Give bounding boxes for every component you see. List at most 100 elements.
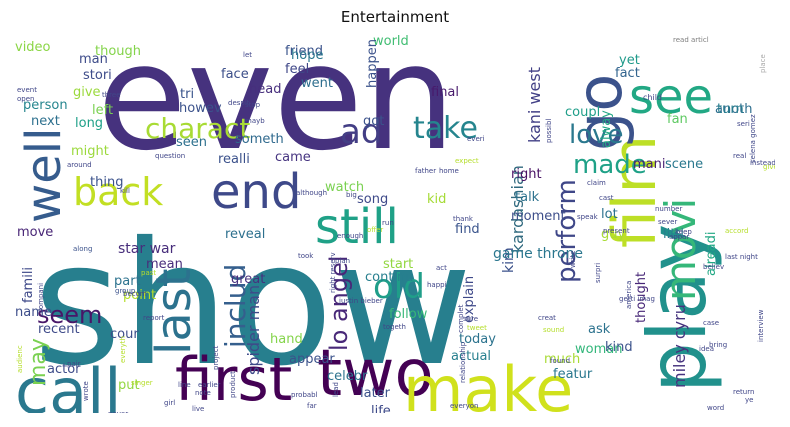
word-actual: actual	[451, 349, 491, 364]
word-justin-bieber: justin bieber	[338, 297, 383, 305]
word-note: note	[195, 389, 211, 397]
word-end: end	[211, 164, 301, 220]
word-thing: thing	[90, 175, 123, 190]
word-appear: appear	[289, 352, 335, 367]
word-becom: becom	[123, 290, 147, 298]
word-sound: sound	[543, 326, 564, 334]
word-continu: continu	[365, 270, 414, 285]
word-right-reserv: right reserv	[329, 252, 337, 293]
word-still: still	[315, 199, 399, 255]
word-life: life	[371, 404, 391, 413]
word-celebr: celebr	[327, 369, 368, 384]
word-left: left	[92, 103, 113, 118]
word-later: later	[360, 386, 391, 401]
word-last: last	[146, 268, 202, 355]
word-old: old	[373, 267, 425, 307]
word-recent: recent	[38, 322, 80, 337]
word-first: first	[175, 345, 292, 413]
word-head: head	[249, 82, 281, 97]
word-stori: stori	[83, 68, 112, 83]
word-take: take	[413, 111, 478, 146]
word-realli: realli	[218, 152, 250, 167]
word-father: father	[415, 167, 436, 175]
word-woman: woman	[575, 342, 622, 357]
word-turn: turn	[717, 102, 744, 117]
word-howev: howev	[179, 101, 222, 116]
word-actor: actor	[47, 362, 81, 377]
word-watch: watch	[325, 180, 364, 195]
word-made: made	[573, 150, 647, 180]
word-place: place	[759, 54, 767, 73]
word-found: found	[550, 357, 570, 365]
word-sinc: sinc	[719, 412, 745, 413]
word-kardashian: kardashian	[508, 165, 527, 253]
word-sure: sure	[463, 315, 478, 323]
word-seen: seen	[176, 135, 207, 150]
word-kill: kill	[120, 187, 130, 195]
word-go: go	[563, 74, 636, 151]
word-bring: bring	[709, 341, 727, 349]
word-question: question	[155, 152, 185, 160]
word-lo-angel: lo angel	[325, 255, 353, 351]
word-ye: ye	[745, 396, 753, 404]
word-alreadi: alreadi	[704, 232, 719, 276]
word-seri: seri	[737, 120, 750, 128]
word-love: love	[569, 120, 624, 150]
word-three: three	[102, 91, 121, 99]
word-miley-cyru: miley cyru	[670, 304, 689, 388]
word-coupl: coupl	[565, 105, 600, 120]
word-long: long	[75, 116, 103, 131]
word-fan: fan	[667, 112, 688, 127]
word-mean: mean	[146, 257, 183, 272]
word-getti-imag: getti imag	[619, 295, 655, 303]
word-singer: singer	[131, 379, 153, 387]
word-feel: feel	[285, 62, 309, 77]
word-speak: speak	[577, 213, 599, 221]
word-complet: complet	[457, 304, 465, 333]
word-believ: believ	[703, 263, 724, 271]
word-may: may	[26, 338, 51, 386]
word-wrote: wrote	[82, 381, 90, 401]
word-kid: kid	[427, 192, 446, 207]
word-event: event	[17, 86, 37, 94]
chart-title: Entertainment	[340, 8, 450, 26]
word-act: act	[436, 264, 447, 272]
word-sever: sever	[658, 218, 677, 226]
word-around: around	[67, 161, 92, 169]
word-relationship: relationship	[459, 341, 467, 383]
word-report: report	[143, 314, 165, 322]
word-reveal: reveal	[225, 227, 265, 242]
word-idea: idea	[699, 345, 714, 353]
word-home: home	[439, 167, 459, 175]
word-live: live	[192, 405, 204, 413]
word-today: today	[459, 332, 496, 347]
word-mayb: mayb	[245, 117, 265, 125]
word-creat: creat	[538, 314, 556, 322]
word-far: far	[307, 402, 317, 410]
word-compani: compani	[37, 283, 45, 313]
word-given: given	[763, 163, 775, 171]
word-anoth: anoth	[715, 102, 753, 117]
word-kim: kim	[501, 247, 517, 273]
word-write: write	[569, 250, 577, 268]
word-follow: follow	[389, 307, 428, 322]
word-cloud-area: even show first two make call play film well go se…	[15, 33, 775, 413]
word-real: real	[733, 152, 746, 160]
word-hand: hand	[270, 332, 303, 347]
word-featur: featur	[553, 367, 593, 382]
word-find: find	[455, 222, 480, 237]
word-tri: tri	[180, 87, 194, 102]
word-interview: interview	[757, 309, 765, 342]
word-scene: scene	[665, 157, 703, 172]
word-well: well	[16, 128, 72, 223]
word-star-war: star war	[118, 241, 176, 257]
word-line: line	[178, 381, 191, 389]
word-came: came	[275, 150, 311, 165]
word-might: might	[71, 144, 109, 159]
word-togeth: togeth	[383, 323, 406, 331]
word-group: group	[115, 287, 136, 295]
word-famili: famili	[21, 267, 36, 303]
word-person: person	[23, 98, 68, 113]
word-fact: fact	[615, 66, 640, 81]
